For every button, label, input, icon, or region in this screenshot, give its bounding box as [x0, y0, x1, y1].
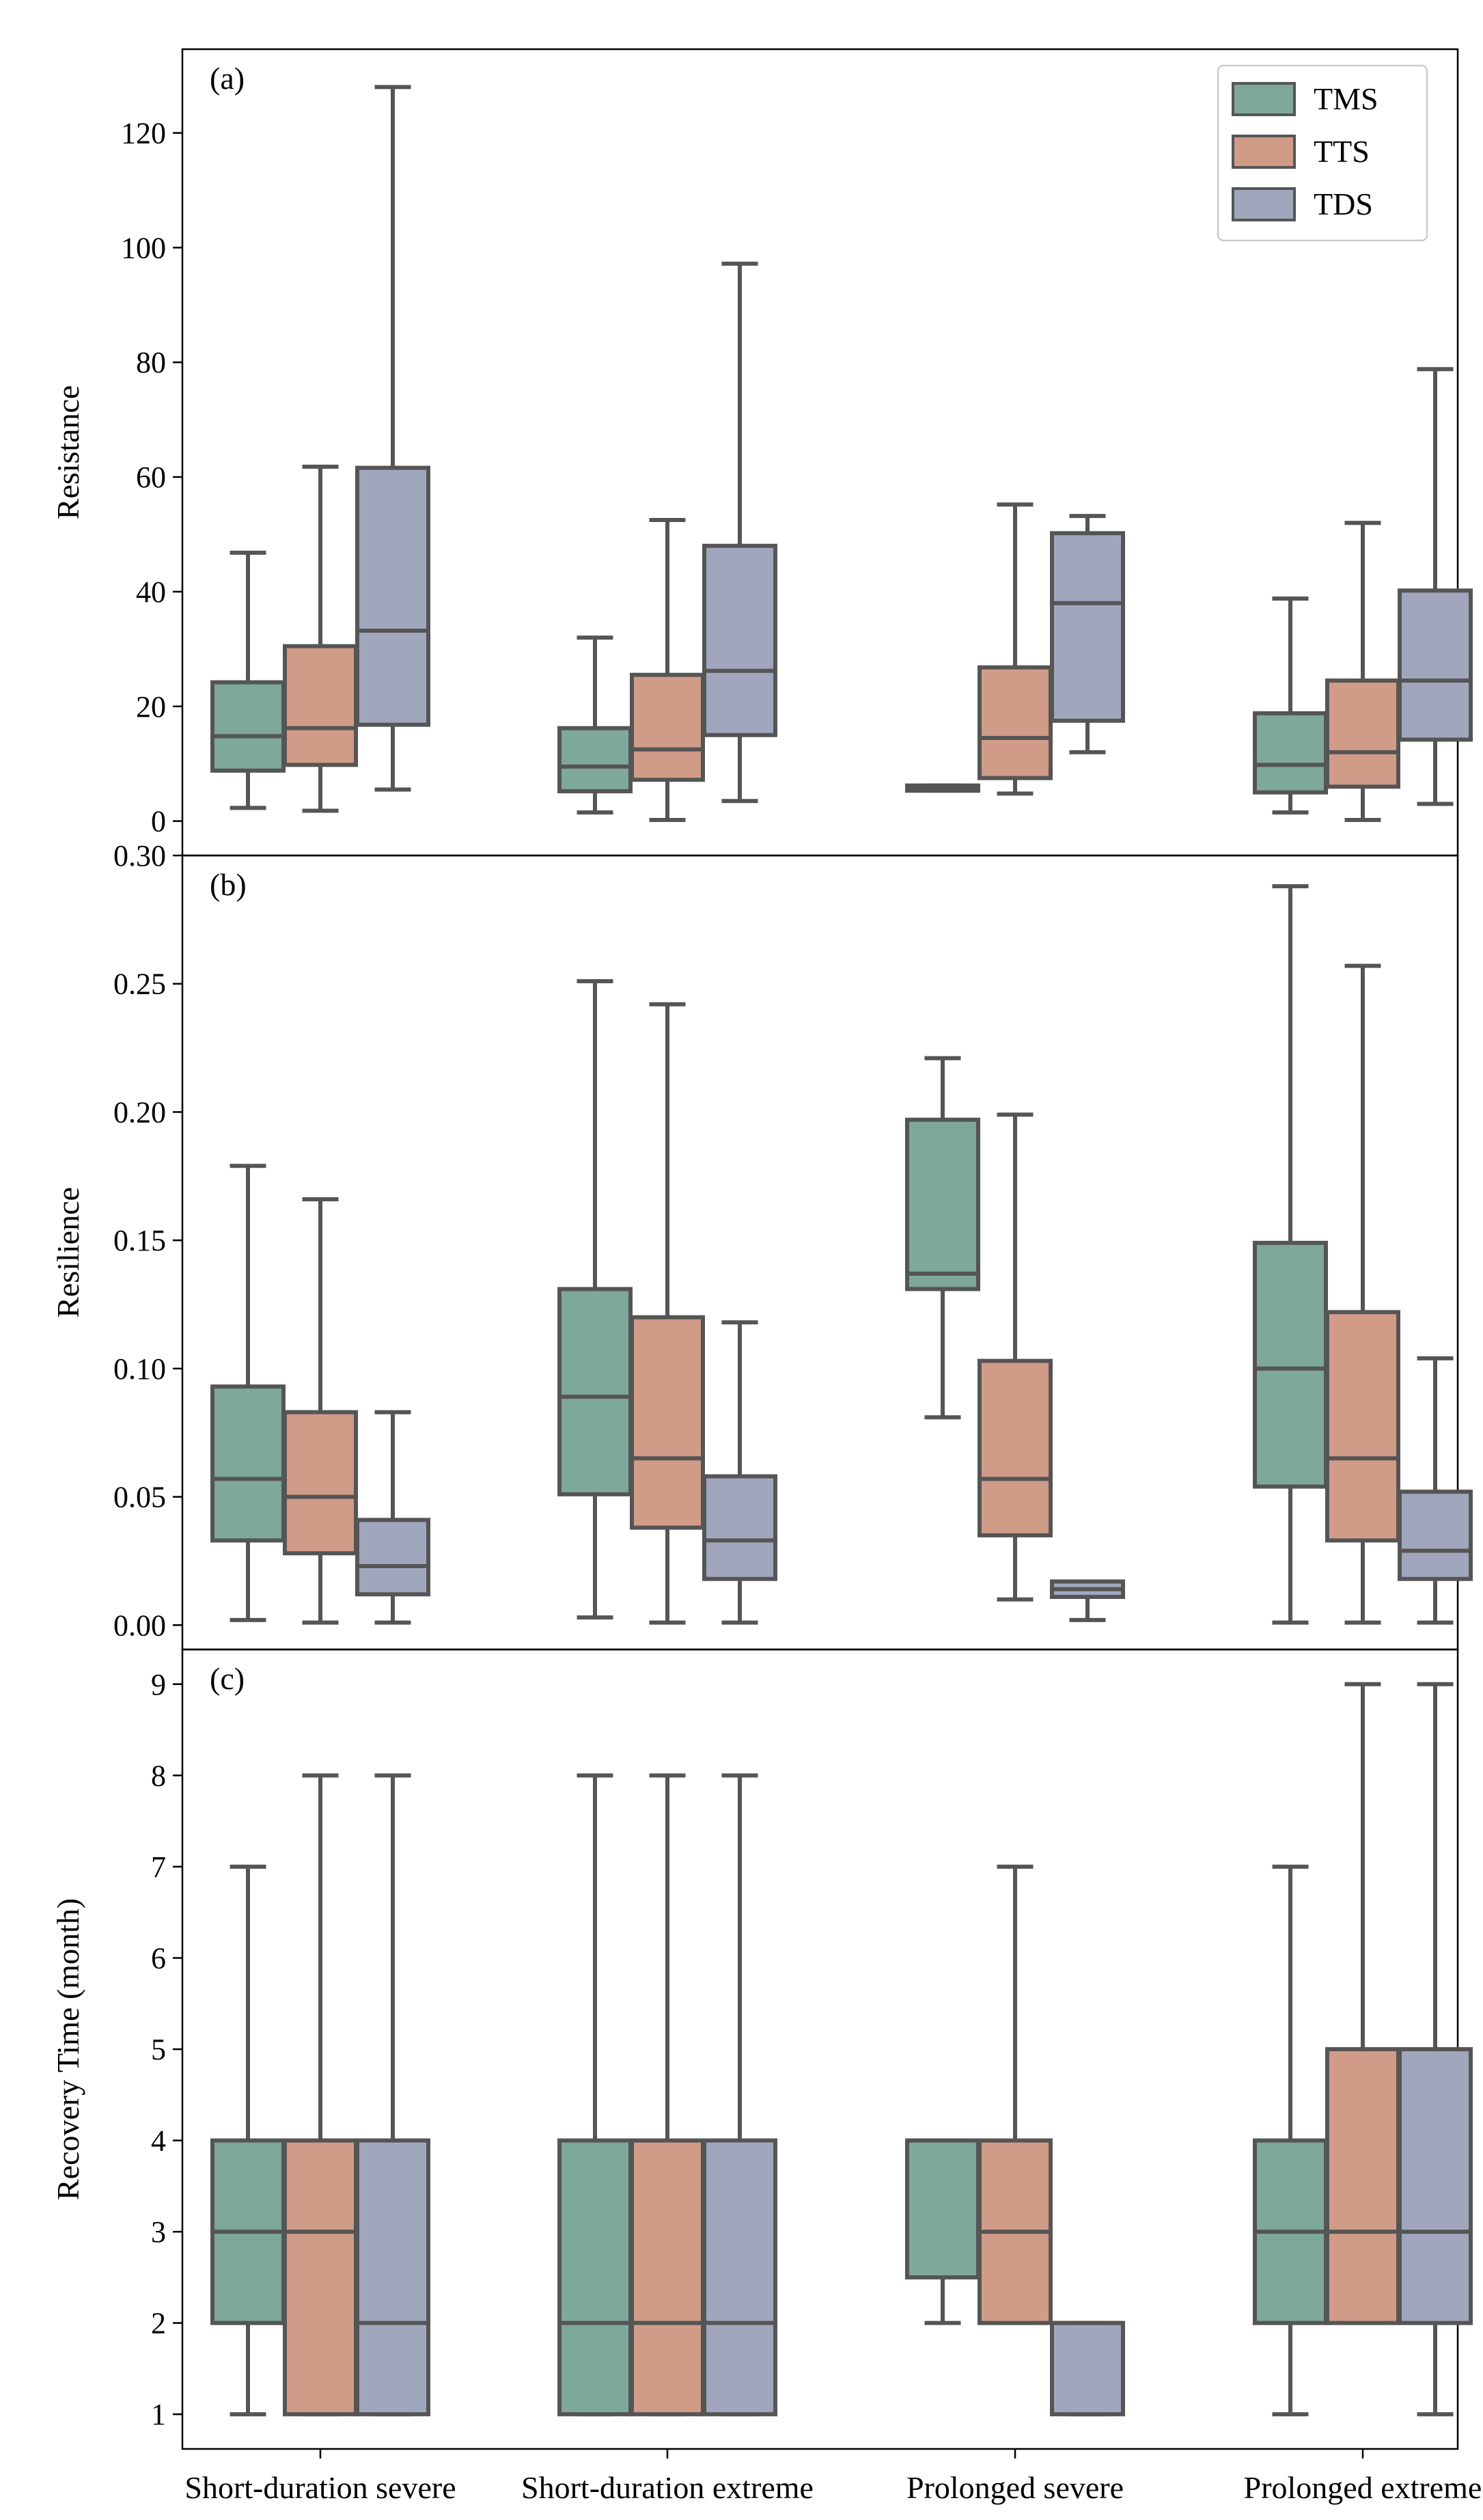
panel-c-prolonged-severe-tms-box — [905, 2138, 980, 2279]
panel-a-ytick-label-4: 80 — [136, 346, 166, 379]
panel-a-prolonged-severe-tts-box — [978, 665, 1053, 780]
panel-c-ytick-label-4: 5 — [151, 2033, 166, 2066]
legend-label-tms: TMS — [1314, 81, 1378, 116]
panel-c-short-duration-extreme-tms-box — [557, 2138, 633, 2417]
panel-c-ytick-label-3: 4 — [151, 2124, 166, 2158]
panel-b-prolonged-severe-tms-box — [905, 1117, 980, 1291]
panel-c-prolonged-severe-tds-box — [1050, 2320, 1125, 2417]
panel-a-short-duration-severe-tds-box — [355, 465, 430, 727]
xtick-label-prolonged-severe: Prolonged severe — [906, 2470, 1124, 2505]
legend-swatch-tms — [1232, 82, 1296, 116]
panel-c-label: (c) — [210, 1661, 245, 1696]
panel-b-short-duration-severe-tts-box — [283, 1410, 358, 1556]
panel-b-short-duration-severe-tms-box — [210, 1384, 286, 1543]
panel-a-short-duration-severe-tms-box — [210, 680, 286, 773]
panel-c-prolonged-extreme-tts-box — [1325, 2047, 1400, 2325]
panel-a-ytick-label-0: 0 — [151, 805, 166, 838]
legend-swatch-tds — [1232, 187, 1296, 221]
panel-c-ytick-label-7: 8 — [151, 1759, 166, 1792]
panel-b-ytick-label-3: 0.15 — [113, 1224, 166, 1257]
panel-b-prolonged-severe-tts-box — [978, 1358, 1053, 1537]
xtick-label-short-duration-extreme: Short-duration extreme — [521, 2470, 814, 2505]
panel-b-ylabel: Resilience — [51, 1187, 85, 1318]
panel-a-ytick-label-5: 100 — [121, 231, 166, 264]
panel-b-prolonged-extreme-tms-box — [1253, 1240, 1328, 1489]
panel-c-ytick-label-5: 6 — [151, 1941, 166, 1975]
panel-a-prolonged-extreme-tms-box — [1253, 711, 1328, 795]
panel-a-ytick-label-6: 120 — [121, 117, 166, 150]
xtick-label-prolonged-extreme: Prolonged extreme — [1244, 2470, 1482, 2505]
panel-a-ytick-label-2: 40 — [136, 575, 166, 609]
panel-c-ytick-label-1: 2 — [151, 2307, 166, 2340]
panel-c-ytick-label-8: 9 — [151, 1668, 166, 1701]
panel-c-prolonged-extreme-tds-box — [1398, 2047, 1473, 2325]
panel-b-ytick-label-6: 0.30 — [113, 839, 166, 873]
panel-b-ytick-label-0: 0.00 — [113, 1608, 166, 1642]
panel-a-short-duration-severe-tts-box — [283, 644, 358, 767]
legend-label-tds: TDS — [1314, 187, 1373, 221]
panel-b-short-duration-extreme-tds-box — [702, 1474, 777, 1581]
panel-a-ylabel: Resistance — [51, 385, 85, 520]
panel-c-short-duration-extreme-tds-box — [702, 2138, 777, 2417]
panel-a-ytick-label-1: 20 — [136, 690, 166, 724]
legend-swatch-tts — [1232, 135, 1296, 169]
panel-b-short-duration-extreme-tms-box — [557, 1287, 633, 1496]
panel-c-short-duration-extreme-tts-box — [630, 2138, 705, 2417]
panel-b-short-duration-extreme-tts-box — [630, 1315, 705, 1530]
panel-b-ytick-label-2: 0.10 — [113, 1352, 166, 1386]
panel-a-prolonged-extreme-tds-box — [1398, 588, 1473, 742]
panel-b-prolonged-extreme-tts-box — [1325, 1310, 1400, 1543]
panel-a-label: (a) — [210, 61, 245, 96]
panel-b-ytick-label-5: 0.25 — [113, 968, 166, 1001]
panel-a-short-duration-extreme-tms-box — [557, 726, 633, 794]
panel-b-ytick-label-4: 0.20 — [113, 1095, 166, 1129]
panel-c-ylabel: Recovery Time (month) — [51, 1898, 85, 2200]
panel-a-prolonged-severe-tds-box — [1050, 531, 1125, 723]
panel-c-short-duration-severe-tds-box — [355, 2138, 430, 2417]
panel-a-ytick-label-3: 60 — [136, 461, 166, 494]
panel-b-prolonged-extreme-tds-box — [1398, 1490, 1473, 1581]
panel-a-short-duration-extreme-tts-box — [630, 672, 705, 782]
panel-b-short-duration-severe-tds-box — [355, 1518, 430, 1597]
panel-c-ytick-label-6: 7 — [151, 1850, 166, 1884]
panel-a-prolonged-extreme-tts-box — [1325, 679, 1400, 789]
xtick-label-short-duration-severe: Short-duration severe — [184, 2470, 456, 2505]
panel-b-ytick-label-1: 0.05 — [113, 1481, 166, 1514]
panel-c-ytick-label-2: 3 — [151, 2215, 166, 2249]
panel-c-short-duration-severe-tts-box — [283, 2138, 358, 2417]
panel-b-label: (b) — [210, 867, 247, 902]
panel-a-short-duration-extreme-tds-box — [702, 543, 777, 737]
panel-c-ytick-label-0: 1 — [151, 2398, 166, 2431]
legend-label-tts: TTS — [1314, 134, 1370, 169]
